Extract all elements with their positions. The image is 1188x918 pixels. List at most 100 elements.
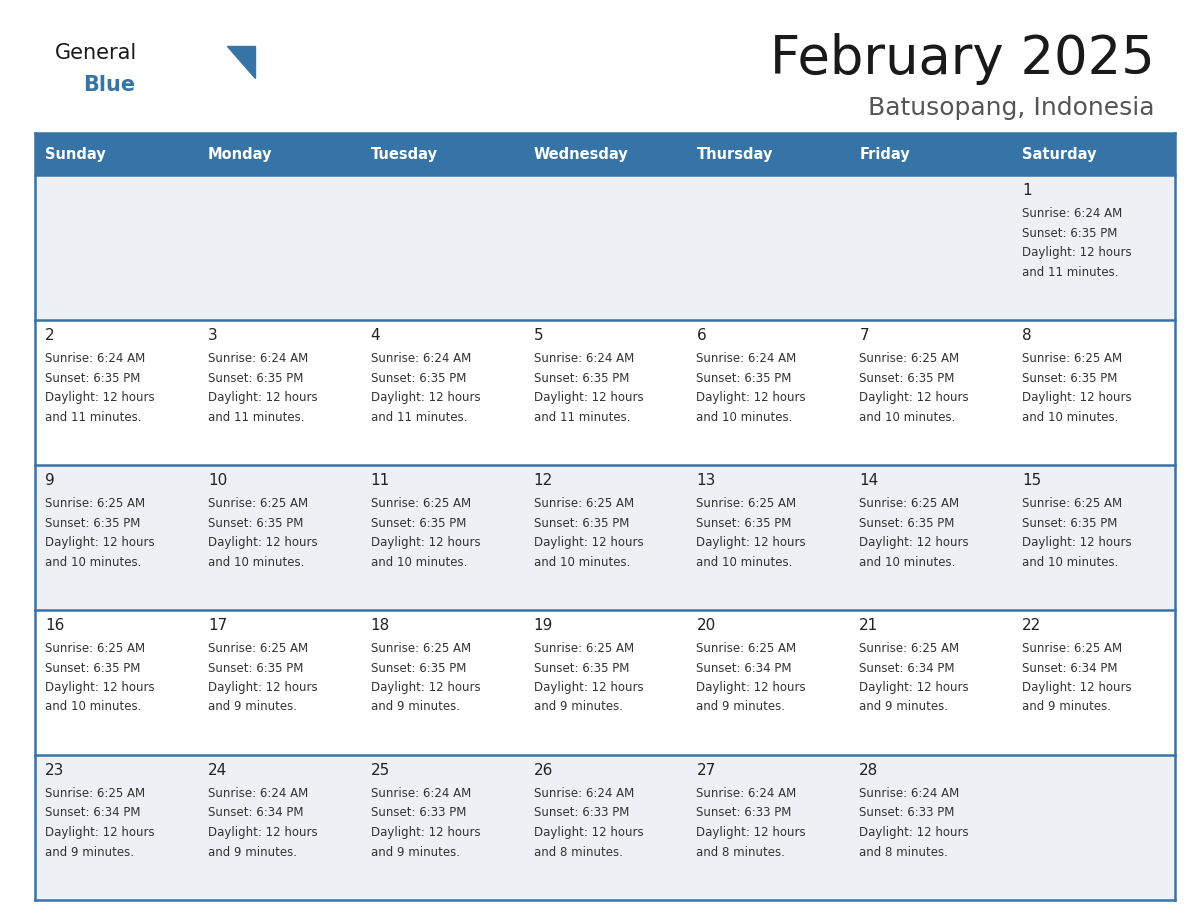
Text: Sunset: 6:35 PM: Sunset: 6:35 PM [371,662,466,675]
Text: Sunrise: 6:25 AM: Sunrise: 6:25 AM [859,352,960,365]
Text: 27: 27 [696,763,715,778]
Text: Sunset: 6:34 PM: Sunset: 6:34 PM [1022,662,1118,675]
Bar [849,755,1012,900]
Text: Daylight: 12 hours: Daylight: 12 hours [696,681,805,694]
Text: Sunrise: 6:24 AM: Sunrise: 6:24 AM [533,352,634,365]
Text: and 9 minutes.: and 9 minutes. [45,845,134,858]
Bar [524,175,687,320]
Text: 25: 25 [371,763,390,778]
Text: Daylight: 12 hours: Daylight: 12 hours [45,681,154,694]
Bar [687,465,849,610]
Text: Sunrise: 6:25 AM: Sunrise: 6:25 AM [45,497,145,510]
Text: Sunset: 6:33 PM: Sunset: 6:33 PM [859,807,955,820]
Text: Daylight: 12 hours: Daylight: 12 hours [371,826,480,839]
Text: 8: 8 [1022,328,1031,343]
Text: Daylight: 12 hours: Daylight: 12 hours [533,681,643,694]
Text: Sunset: 6:35 PM: Sunset: 6:35 PM [1022,372,1118,385]
Text: Sunset: 6:33 PM: Sunset: 6:33 PM [371,807,466,820]
Text: 2: 2 [45,328,55,343]
Text: Sunset: 6:35 PM: Sunset: 6:35 PM [371,372,466,385]
Bar [361,133,524,175]
Bar [34,610,198,755]
Text: and 9 minutes.: and 9 minutes. [1022,700,1111,713]
Text: 6: 6 [696,328,706,343]
Text: Sunset: 6:34 PM: Sunset: 6:34 PM [208,807,303,820]
Text: 12: 12 [533,473,552,488]
Text: and 9 minutes.: and 9 minutes. [859,700,948,713]
Polygon shape [227,46,255,78]
Text: 10: 10 [208,473,227,488]
Text: Batusopang, Indonesia: Batusopang, Indonesia [868,96,1155,120]
Text: Sunset: 6:35 PM: Sunset: 6:35 PM [696,372,792,385]
Text: 22: 22 [1022,618,1042,633]
Bar [849,465,1012,610]
Text: Sunset: 6:35 PM: Sunset: 6:35 PM [696,517,792,530]
Text: and 9 minutes.: and 9 minutes. [208,845,297,858]
Text: Sunrise: 6:25 AM: Sunrise: 6:25 AM [208,642,308,655]
Text: Sunset: 6:34 PM: Sunset: 6:34 PM [859,662,955,675]
Text: 15: 15 [1022,473,1042,488]
Text: Sunrise: 6:24 AM: Sunrise: 6:24 AM [45,352,145,365]
Text: Wednesday: Wednesday [533,147,628,162]
Bar [34,133,198,175]
Bar [849,175,1012,320]
Text: and 10 minutes.: and 10 minutes. [859,555,955,568]
Text: 24: 24 [208,763,227,778]
Text: Sunset: 6:35 PM: Sunset: 6:35 PM [859,517,955,530]
Bar [687,175,849,320]
Bar [361,320,524,465]
Text: Sunset: 6:35 PM: Sunset: 6:35 PM [208,662,303,675]
Text: Sunset: 6:33 PM: Sunset: 6:33 PM [533,807,628,820]
Bar [849,320,1012,465]
Bar [361,755,524,900]
Bar [1012,133,1175,175]
Text: Sunrise: 6:24 AM: Sunrise: 6:24 AM [533,787,634,800]
Text: Daylight: 12 hours: Daylight: 12 hours [371,536,480,549]
Text: Sunset: 6:35 PM: Sunset: 6:35 PM [208,517,303,530]
Text: Daylight: 12 hours: Daylight: 12 hours [1022,391,1132,404]
Text: and 11 minutes.: and 11 minutes. [533,410,630,423]
Text: Sunset: 6:34 PM: Sunset: 6:34 PM [696,662,792,675]
Text: Daylight: 12 hours: Daylight: 12 hours [859,826,969,839]
Bar [524,133,687,175]
Text: Sunrise: 6:25 AM: Sunrise: 6:25 AM [371,497,470,510]
Bar [849,610,1012,755]
Bar [524,465,687,610]
Text: Sunset: 6:35 PM: Sunset: 6:35 PM [533,517,628,530]
Text: Saturday: Saturday [1022,147,1097,162]
Bar [361,465,524,610]
Text: Daylight: 12 hours: Daylight: 12 hours [1022,681,1132,694]
Text: Sunset: 6:35 PM: Sunset: 6:35 PM [45,662,140,675]
Bar [687,133,849,175]
Text: Sunrise: 6:25 AM: Sunrise: 6:25 AM [533,642,633,655]
Text: Daylight: 12 hours: Daylight: 12 hours [696,391,805,404]
Text: Daylight: 12 hours: Daylight: 12 hours [1022,536,1132,549]
Text: Sunrise: 6:24 AM: Sunrise: 6:24 AM [208,352,308,365]
Text: and 11 minutes.: and 11 minutes. [371,410,467,423]
Text: and 10 minutes.: and 10 minutes. [696,555,792,568]
Text: 18: 18 [371,618,390,633]
Text: and 10 minutes.: and 10 minutes. [1022,555,1119,568]
Bar [1012,320,1175,465]
Text: and 11 minutes.: and 11 minutes. [1022,265,1119,278]
Text: Daylight: 12 hours: Daylight: 12 hours [208,826,317,839]
Text: and 10 minutes.: and 10 minutes. [208,555,304,568]
Text: Daylight: 12 hours: Daylight: 12 hours [208,536,317,549]
Text: Sunset: 6:35 PM: Sunset: 6:35 PM [859,372,955,385]
Text: Sunrise: 6:25 AM: Sunrise: 6:25 AM [45,642,145,655]
Bar [524,755,687,900]
Text: Daylight: 12 hours: Daylight: 12 hours [859,536,969,549]
Text: Sunrise: 6:24 AM: Sunrise: 6:24 AM [696,787,797,800]
Text: 5: 5 [533,328,543,343]
Text: Sunrise: 6:25 AM: Sunrise: 6:25 AM [696,497,796,510]
Bar [361,610,524,755]
Text: Sunset: 6:35 PM: Sunset: 6:35 PM [371,517,466,530]
Bar [849,133,1012,175]
Text: Sunset: 6:35 PM: Sunset: 6:35 PM [208,372,303,385]
Bar [524,610,687,755]
Bar [198,175,361,320]
Bar [1012,465,1175,610]
Text: and 8 minutes.: and 8 minutes. [859,845,948,858]
Text: Sunrise: 6:24 AM: Sunrise: 6:24 AM [208,787,308,800]
Text: 20: 20 [696,618,715,633]
